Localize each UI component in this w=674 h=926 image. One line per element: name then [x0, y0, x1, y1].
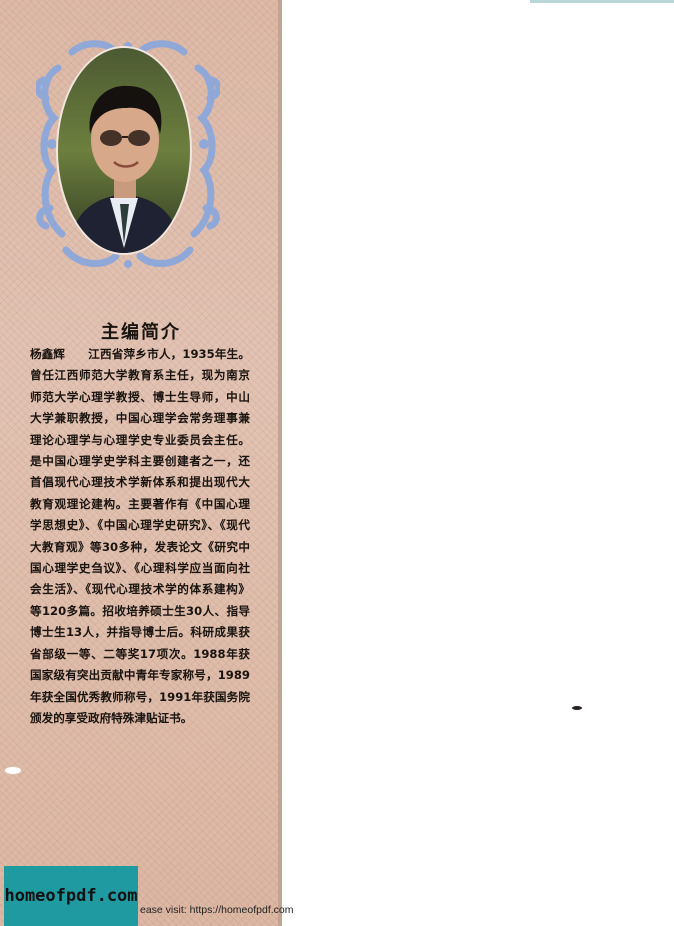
- section-title: 主编简介: [101, 322, 181, 343]
- book-flap: 主编简介 杨鑫辉 江西省萍乡市人，1935年生。曾任江西师范大学教育系主任，现为南…: [0, 0, 282, 926]
- watermark-badge-text: homeofpdf.com: [4, 886, 138, 906]
- editor-name: 杨鑫辉: [30, 347, 65, 361]
- scan-speck: [4, 766, 22, 775]
- watermark-visit-link[interactable]: ease visit: https://homeofpdf.com: [140, 904, 294, 916]
- watermark-badge[interactable]: homeofpdf.com: [4, 866, 138, 926]
- editor-portrait-photo: [58, 48, 190, 253]
- cover-edge-strip: [530, 0, 674, 3]
- scan-speck: [572, 706, 582, 710]
- portrait-frame-ornament: [36, 40, 220, 268]
- editor-biography: 杨鑫辉 江西省萍乡市人，1935年生。曾任江西师范大学教育系主任，现为南京师范大学…: [30, 344, 250, 729]
- biography-text: 江西省萍乡市人，1935年生。曾任江西师范大学教育系主任，现为南京师范大学心理学…: [30, 347, 250, 725]
